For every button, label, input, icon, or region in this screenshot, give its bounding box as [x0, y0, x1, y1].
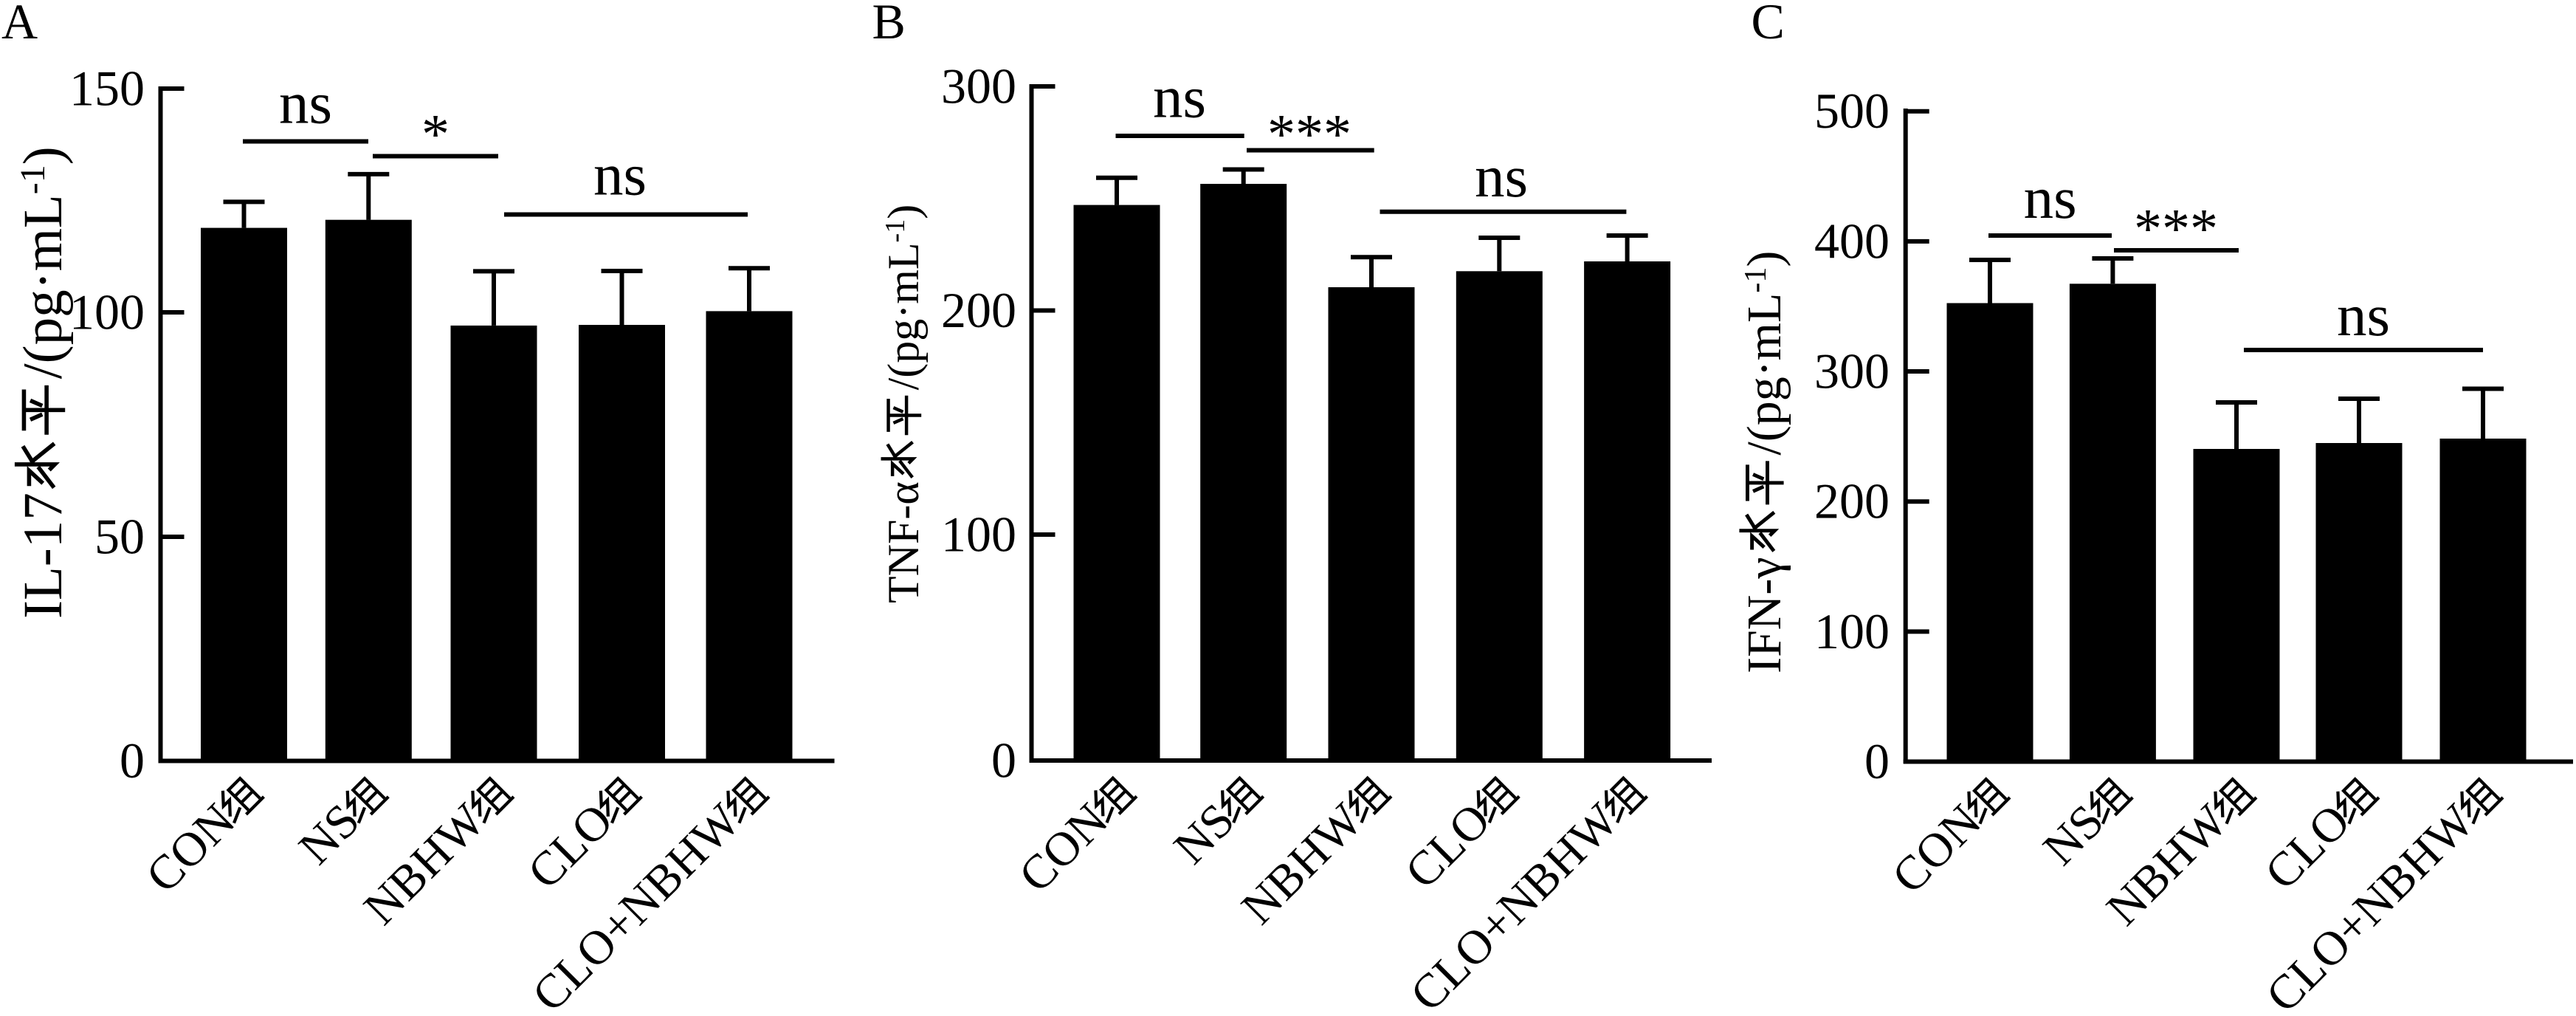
svg-text:100: 100: [69, 284, 145, 340]
svg-text:0: 0: [120, 732, 145, 789]
svg-text:0: 0: [1864, 733, 1890, 789]
svg-text:0: 0: [991, 732, 1016, 789]
svg-text:100: 100: [941, 507, 1016, 563]
svg-text:400: 400: [1814, 213, 1890, 269]
svg-text:200: 200: [1814, 473, 1890, 529]
svg-text:50: 50: [94, 509, 145, 565]
svg-text:300: 300: [941, 58, 1016, 114]
svg-text:***: ***: [2134, 198, 2218, 260]
svg-text:ns: ns: [2337, 282, 2390, 349]
svg-text:ns: ns: [1475, 143, 1528, 210]
svg-text:ns: ns: [1153, 64, 1206, 131]
svg-text:B: B: [872, 0, 906, 49]
svg-text:C: C: [1752, 0, 1785, 49]
svg-text:ns: ns: [593, 142, 647, 208]
svg-text:ns: ns: [279, 70, 332, 137]
svg-text:TNF-α: TNF-α: [879, 481, 928, 603]
svg-text:200: 200: [941, 282, 1016, 338]
svg-text:IFN-γ: IFN-γ: [1738, 557, 1791, 674]
svg-text:IL-17: IL-17: [13, 492, 74, 619]
svg-text:300: 300: [1814, 343, 1890, 399]
svg-text:***: ***: [1267, 103, 1351, 165]
svg-text:500: 500: [1814, 83, 1890, 139]
svg-text:*: *: [421, 103, 450, 165]
svg-text:100: 100: [1814, 603, 1890, 659]
svg-text:ns: ns: [2024, 165, 2077, 231]
svg-text:A: A: [1, 0, 38, 49]
svg-text:150: 150: [69, 61, 145, 117]
